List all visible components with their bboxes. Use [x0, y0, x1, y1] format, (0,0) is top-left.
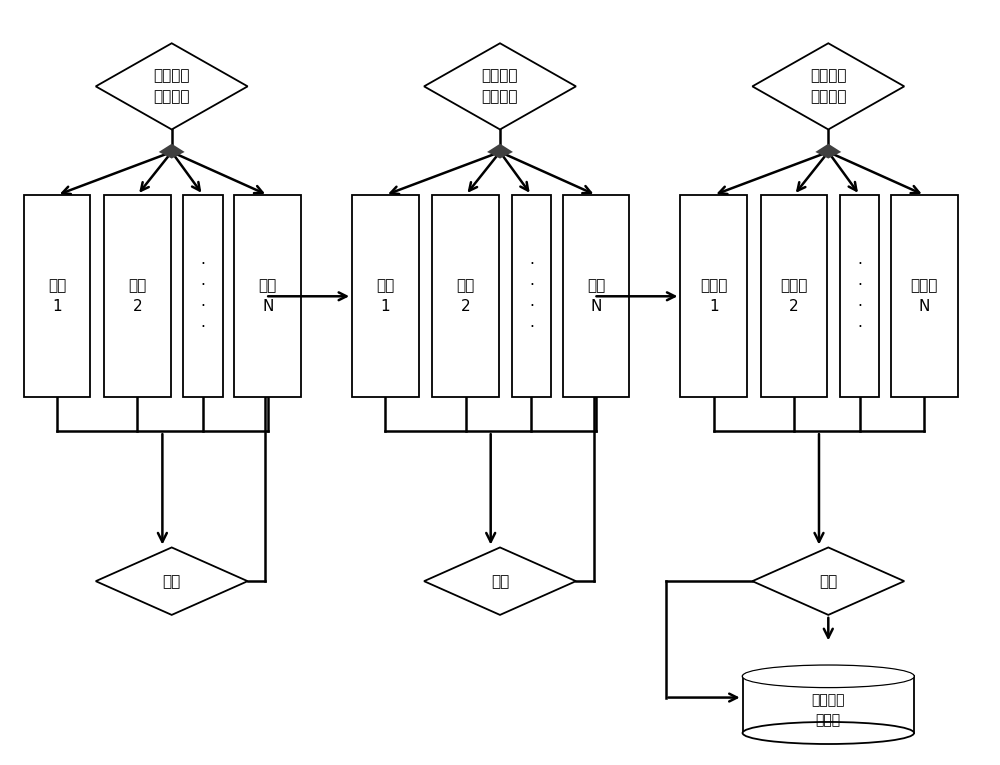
Text: 字段
2: 字段 2: [128, 278, 147, 314]
Bar: [183, 195, 223, 398]
Bar: [563, 195, 629, 398]
Text: 钻孔数据
数据库: 钻孔数据 数据库: [812, 694, 845, 727]
Text: 分析关系
预测数据: 分析关系 预测数据: [482, 68, 518, 104]
Text: 数据表
N: 数据表 N: [911, 278, 938, 314]
Polygon shape: [159, 144, 185, 158]
Text: ·
·
·
·: · · · ·: [857, 257, 862, 335]
Polygon shape: [752, 44, 904, 129]
Text: ·
·
·
·: · · · ·: [529, 257, 534, 335]
Polygon shape: [424, 548, 576, 615]
Ellipse shape: [743, 666, 914, 687]
Text: 数据
N: 数据 N: [587, 278, 605, 314]
Bar: [432, 195, 499, 398]
Bar: [24, 195, 90, 398]
Text: 组成: 组成: [491, 574, 509, 589]
Ellipse shape: [743, 722, 914, 744]
Text: 组成: 组成: [163, 574, 181, 589]
Polygon shape: [752, 548, 904, 615]
Bar: [352, 195, 419, 398]
Text: 数据
1: 数据 1: [376, 278, 394, 314]
Bar: [743, 676, 914, 733]
Bar: [840, 195, 879, 398]
Polygon shape: [96, 548, 248, 615]
Bar: [680, 195, 747, 398]
Polygon shape: [815, 144, 841, 158]
Text: 数据
2: 数据 2: [457, 278, 475, 314]
Bar: [104, 195, 171, 398]
Text: 字段
1: 字段 1: [48, 278, 66, 314]
Bar: [234, 195, 301, 398]
Text: 分析关系
预测数据: 分析关系 预测数据: [153, 68, 190, 104]
Text: 数据表
2: 数据表 2: [780, 278, 808, 314]
Polygon shape: [96, 44, 248, 129]
Bar: [891, 195, 958, 398]
Text: 数据表
1: 数据表 1: [700, 278, 727, 314]
Text: ·
·
·
·: · · · ·: [201, 257, 205, 335]
Polygon shape: [487, 144, 513, 158]
Bar: [761, 195, 827, 398]
Text: 保存: 保存: [819, 574, 837, 589]
Bar: [512, 195, 551, 398]
Text: 字段
N: 字段 N: [259, 278, 277, 314]
Polygon shape: [424, 44, 576, 129]
Ellipse shape: [743, 666, 914, 687]
Text: 分析关系
预测数据: 分析关系 预测数据: [810, 68, 847, 104]
